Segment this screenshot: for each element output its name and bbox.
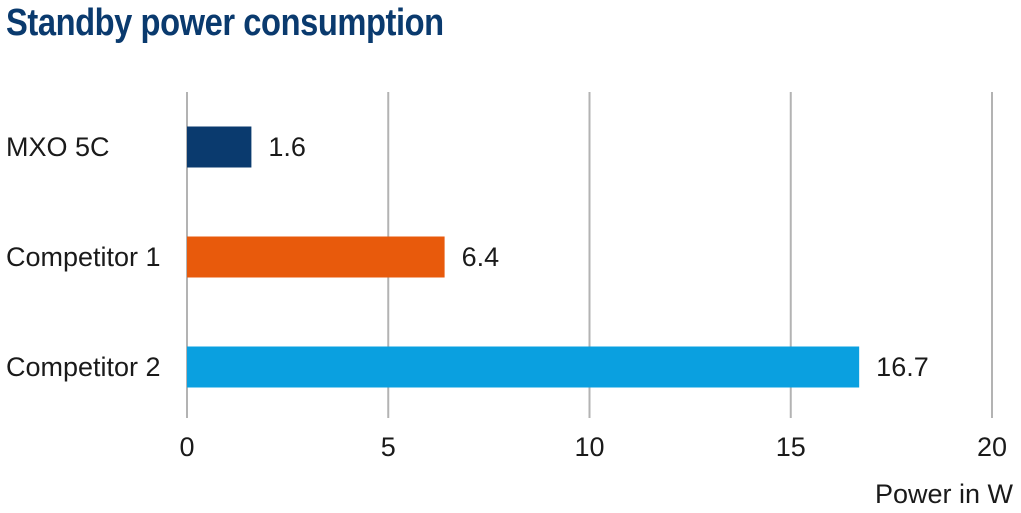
category-labels: MXO 5C Competitor 1 Competitor 2	[6, 132, 161, 382]
x-tick-label: 5	[381, 432, 396, 462]
x-tick-label: 10	[574, 432, 604, 462]
category-label: Competitor 1	[6, 242, 161, 272]
value-labels: 1.6 6.4 16.7	[268, 132, 928, 382]
value-label: 16.7	[876, 352, 929, 382]
bar-competitor-2	[187, 346, 860, 388]
x-tick-label: 0	[179, 432, 194, 462]
value-label: 1.6	[268, 132, 306, 162]
category-label: MXO 5C	[6, 132, 110, 162]
bars	[187, 126, 860, 388]
category-label: Competitor 2	[6, 352, 161, 382]
value-label: 6.4	[462, 242, 500, 272]
x-axis-label: Power in W	[875, 479, 1014, 509]
chart-title: Standby power consumption	[6, 2, 444, 44]
x-tick-label: 15	[776, 432, 806, 462]
x-tick-labels: 0 5 10 15 20	[179, 432, 1007, 462]
bar-mxo-5c	[187, 126, 252, 168]
bar-competitor-1	[187, 236, 445, 278]
x-tick-label: 20	[977, 432, 1007, 462]
